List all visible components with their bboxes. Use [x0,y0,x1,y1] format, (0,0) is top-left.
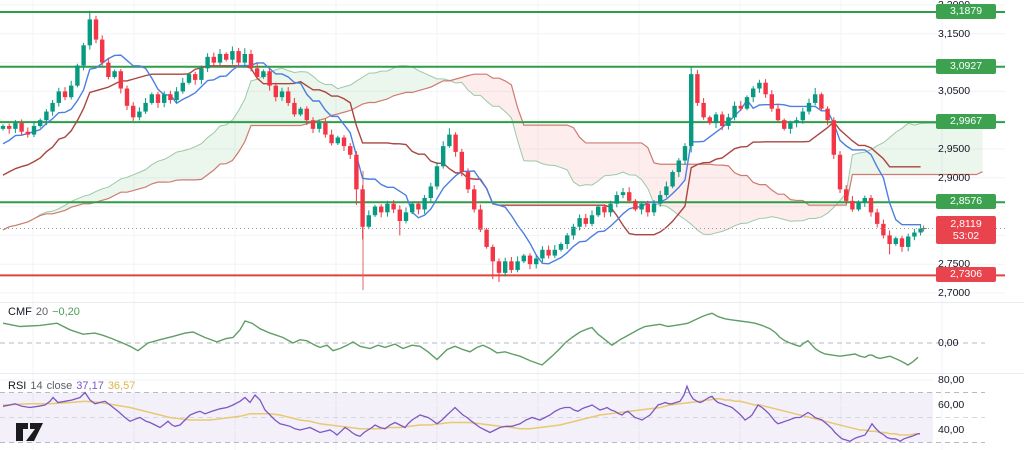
cmf-period: 20 [35,306,49,318]
cmf-indicator-name: CMF [8,306,32,318]
price-axis-label: 2,7500 [938,258,971,271]
cmf-value: −0,20 [52,306,80,318]
price-axis-label: 2,9000 [938,171,971,184]
last-price-value: 2,8119 [950,217,982,230]
price-axis-label: 3,1500 [938,27,971,40]
price-level-badge[interactable]: 2,7306 [936,267,996,283]
price-axis-label: 2,9500 [938,143,971,155]
last-price-badge[interactable]: 2,8119 53:02 [936,215,996,244]
price-level-badge[interactable]: 2,8576 [936,194,996,210]
rsi-value: 37,17 [76,380,104,392]
price-level-badge[interactable]: 2,9967 [936,114,996,130]
rsi-axis-label: 60,00 [938,399,965,411]
bar-countdown: 53:02 [952,229,980,242]
rsi-period: 14 [30,380,43,392]
rsi-ma-value: 36,57 [107,380,136,392]
price-axis-label: 3,0500 [938,85,971,98]
cmf-legend[interactable]: CMF 20 −0,20 [8,306,84,318]
tradingview-logo[interactable] [14,420,66,444]
rsi-legend[interactable]: RSI 14 close 37,17 36,57 [8,380,139,392]
tradingview-logo-glyph [16,423,43,441]
rsi-axis-label: 80,00 [938,374,965,386]
cmf-zero-label: 0,00 [938,337,959,349]
price-level-badge[interactable]: 3,0927 [936,58,996,74]
rsi-indicator-name: RSI [8,380,27,392]
price-axis-label: 2,7000 [938,287,971,299]
price-level-badge[interactable]: 3,1879 [936,3,996,19]
rsi-source: close [46,380,73,392]
rsi-axis-label: 40,00 [938,424,965,436]
